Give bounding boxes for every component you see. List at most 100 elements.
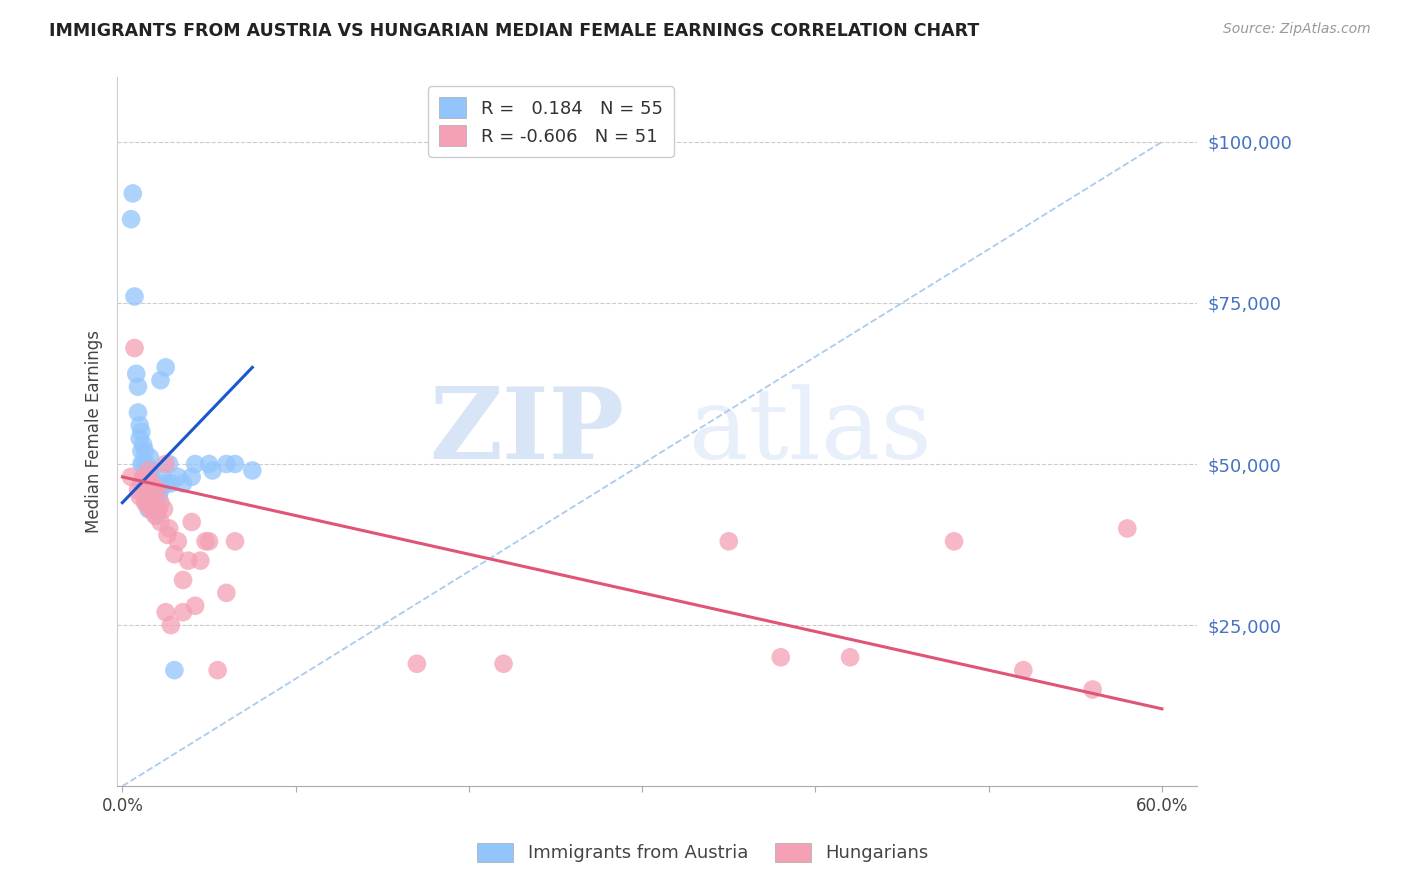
Point: [132, 470, 155, 484]
Point: [131, 425, 153, 439]
Point: [135, 457, 157, 471]
Point: [141, 496, 163, 510]
Point: [149, 483, 172, 497]
Legend: R =   0.184   N = 55, R = -0.606   N = 51: R = 0.184 N = 55, R = -0.606 N = 51: [429, 87, 673, 157]
Point: [138, 502, 160, 516]
Point: [148, 489, 170, 503]
Point: [139, 496, 162, 510]
Point: [134, 470, 156, 484]
Point: [146, 508, 169, 523]
Point: [127, 405, 149, 419]
Point: [172, 605, 194, 619]
Point: [128, 489, 150, 503]
Text: atlas: atlas: [689, 384, 932, 480]
Point: [131, 457, 153, 471]
Point: [149, 496, 172, 510]
Point: [215, 586, 238, 600]
Point: [201, 463, 224, 477]
Point: [142, 502, 165, 516]
Point: [142, 476, 165, 491]
Point: [1116, 521, 1139, 535]
Point: [127, 380, 149, 394]
Point: [177, 554, 200, 568]
Point: [142, 483, 165, 497]
Point: [166, 534, 188, 549]
Legend: Immigrants from Austria, Hungarians: Immigrants from Austria, Hungarians: [470, 836, 936, 870]
Point: [188, 554, 211, 568]
Point: [135, 476, 157, 491]
Point: [146, 502, 169, 516]
Point: [138, 463, 160, 477]
Point: [134, 476, 156, 491]
Text: ZIP: ZIP: [430, 384, 624, 480]
Point: [163, 663, 186, 677]
Point: [769, 650, 792, 665]
Point: [138, 483, 160, 497]
Point: [128, 418, 150, 433]
Point: [207, 663, 229, 677]
Point: [132, 457, 155, 471]
Point: [215, 457, 238, 471]
Point: [149, 515, 172, 529]
Point: [142, 502, 165, 516]
Point: [143, 476, 166, 491]
Point: [132, 438, 155, 452]
Point: [194, 534, 217, 549]
Point: [150, 470, 173, 484]
Point: [139, 470, 162, 484]
Point: [172, 573, 194, 587]
Point: [943, 534, 966, 549]
Point: [1081, 682, 1104, 697]
Point: [139, 502, 162, 516]
Point: [141, 496, 163, 510]
Point: [146, 483, 169, 497]
Point: [132, 470, 155, 484]
Point: [149, 373, 172, 387]
Point: [156, 528, 179, 542]
Point: [143, 496, 166, 510]
Point: [157, 521, 180, 535]
Point: [120, 470, 142, 484]
Point: [128, 431, 150, 445]
Point: [124, 341, 146, 355]
Point: [146, 483, 169, 497]
Point: [141, 463, 163, 477]
Point: [155, 360, 177, 375]
Point: [134, 496, 156, 510]
Point: [155, 605, 177, 619]
Point: [138, 463, 160, 477]
Point: [131, 444, 153, 458]
Point: [131, 476, 153, 491]
Y-axis label: Median Female Earnings: Median Female Earnings: [86, 330, 103, 533]
Point: [717, 534, 740, 549]
Point: [172, 476, 194, 491]
Point: [155, 476, 177, 491]
Point: [124, 289, 146, 303]
Point: [492, 657, 515, 671]
Point: [139, 483, 162, 497]
Point: [139, 476, 162, 491]
Point: [138, 483, 160, 497]
Point: [155, 457, 177, 471]
Point: [180, 470, 202, 484]
Point: [160, 618, 183, 632]
Point: [120, 212, 142, 227]
Point: [153, 502, 176, 516]
Point: [406, 657, 429, 671]
Point: [143, 508, 166, 523]
Point: [160, 476, 183, 491]
Point: [198, 457, 221, 471]
Point: [839, 650, 862, 665]
Point: [163, 547, 186, 561]
Point: [138, 489, 160, 503]
Point: [198, 534, 221, 549]
Point: [127, 483, 149, 497]
Point: [157, 457, 180, 471]
Point: [134, 489, 156, 503]
Point: [180, 515, 202, 529]
Point: [166, 470, 188, 484]
Point: [148, 502, 170, 516]
Point: [240, 463, 263, 477]
Point: [139, 450, 162, 465]
Point: [1012, 663, 1035, 677]
